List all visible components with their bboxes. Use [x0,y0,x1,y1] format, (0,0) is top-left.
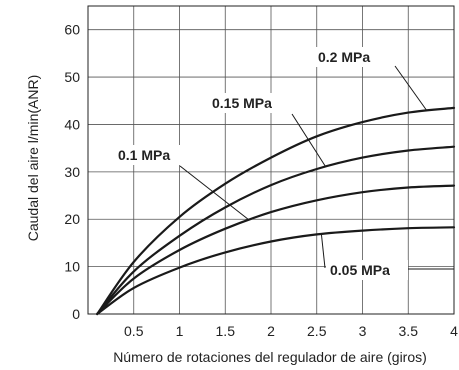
series-lines [96,106,456,316]
y-tick-label: 20 [64,211,80,227]
x-tick-label: 0.5 [124,323,144,339]
series-label-bg [315,47,382,67]
x-tick-label: 2.5 [307,323,327,339]
series-label-bg [115,145,182,165]
series-leader-line [291,113,327,168]
y-tick-label: 10 [64,259,80,275]
x-tick-label: 1.5 [216,323,236,339]
series-label: 0.05 MPa [330,262,390,278]
series-label: 0.1 MPa [118,147,170,163]
label-leaders [179,65,454,270]
series-label: 0.2 MPa [318,49,370,65]
series-label-bg [326,260,408,280]
series-labels: 0.2 MPa 0.15 MPa 0.1 MPa 0.05 MPa [115,47,408,280]
x-axis-ticks: 0.5 1 1.5 2 2.5 3 3.5 4 [124,323,458,339]
x-tick-label: 3 [359,323,367,339]
y-tick-label: 60 [64,22,80,38]
series-leader-line [179,165,249,220]
x-axis-label: Número de rotaciones del regulador de ai… [113,349,427,365]
x-tick-label: 4 [450,323,458,339]
y-tick-label: 50 [64,69,80,85]
x-tick-label: 1 [176,323,184,339]
y-tick-label: 40 [64,116,80,132]
series-line [96,226,456,316]
series-line [96,145,456,316]
y-axis-label: Caudal del aire l/min(ANR) [25,75,41,242]
series-line [96,106,456,316]
series-label-bg [209,93,284,113]
series-label: 0.15 MPa [212,95,272,111]
series-line [96,184,456,316]
y-tick-label: 30 [64,164,80,180]
y-tick-label: 0 [72,306,80,322]
plot-frame [87,5,455,315]
y-axis-ticks: 0 10 20 30 40 50 60 [64,22,80,322]
series-leader-line [394,65,427,111]
series-leader-line [320,233,326,269]
x-tick-label: 3.5 [399,323,419,339]
x-tick-label: 2 [267,323,275,339]
